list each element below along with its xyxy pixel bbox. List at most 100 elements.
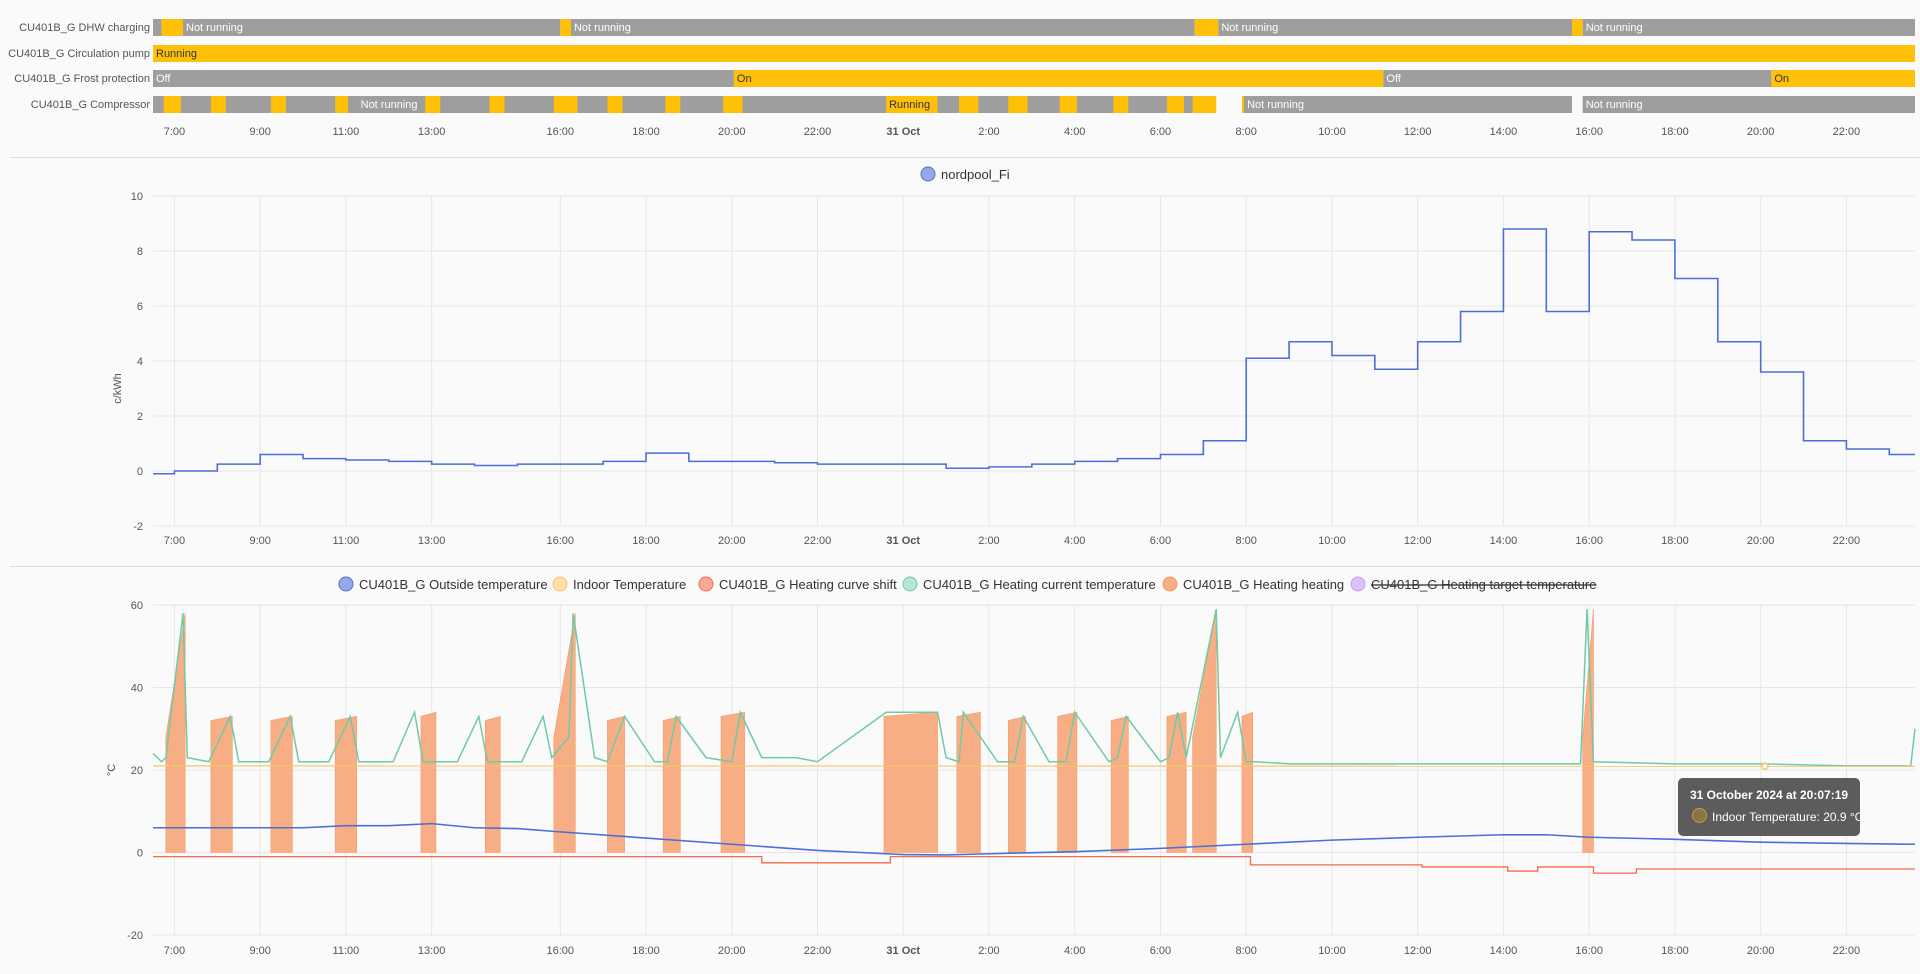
x-tick-label: 18:00: [1661, 945, 1689, 957]
timeline-segment-on[interactable]: [560, 19, 571, 36]
x-tick-label: 16:00: [1575, 945, 1603, 957]
price-chart-panel: nordpool_Fi -2 0 2 4 6 8 10 c/kWh 7:00 9:00 11:00 1…: [112, 166, 1915, 547]
chart-tooltip: 31 October 2024 at 20:07:19 Indoor Tempe…: [1678, 778, 1863, 836]
x-tick-label: 11:00: [333, 945, 360, 957]
x-tick-label: 9:00: [249, 535, 270, 547]
timeline-segment-on[interactable]: [958, 96, 979, 113]
x-tick-label: 22:00: [1833, 535, 1861, 547]
timeline-segment-on[interactable]: [1771, 70, 1915, 87]
legend-label-indoor: Indoor Temperature: [573, 577, 686, 592]
x-tick-label: 4:00: [1064, 945, 1085, 957]
x-tick-label: 4:00: [1064, 126, 1085, 138]
legend-label-outside: CU401B_G Outside temperature: [359, 577, 548, 592]
x-tick-label: 13:00: [418, 126, 446, 138]
heating-area: [553, 613, 576, 853]
timeline-segment-label: Not running: [1221, 22, 1278, 34]
panel-divider: [10, 157, 1920, 158]
timeline-segment-on[interactable]: [425, 96, 441, 113]
timeline-segment-off[interactable]: [1582, 96, 1915, 113]
timeline-segment-on[interactable]: [163, 96, 181, 113]
tooltip-series-name: Indoor Temperature: [1712, 810, 1817, 824]
legend-label-nordpool: nordpool_Fi: [941, 167, 1010, 182]
x-tick-label: 16:00: [547, 945, 575, 957]
x-tick-label: 16:00: [1575, 126, 1603, 138]
timeline-segment-on[interactable]: [665, 96, 681, 113]
timeline-segment-on[interactable]: [1059, 96, 1077, 113]
tooltip-title: 31 October 2024 at 20:07:19: [1689, 788, 1849, 802]
y-axis-label: °C: [106, 764, 118, 776]
x-tick-label: 16:00: [547, 535, 575, 547]
x-tick-label: 22:00: [1833, 126, 1861, 138]
tooltip-color-dot: [1692, 808, 1707, 823]
y-tick-label: 0: [137, 466, 143, 478]
x-tick-label: 22:00: [804, 945, 832, 957]
x-tick-label: 14:00: [1490, 945, 1518, 957]
x-tick-label: 22:00: [804, 126, 832, 138]
x-tick-label: 2:00: [978, 945, 999, 957]
timeline-segment-on[interactable]: [489, 96, 505, 113]
x-tick-label: 18:00: [632, 126, 660, 138]
timeline-segment-off[interactable]: [183, 19, 561, 36]
x-tick-label: 31 Oct: [886, 945, 920, 957]
timeline-segment-on[interactable]: [335, 96, 349, 113]
timeline-segment-off[interactable]: [1582, 19, 1915, 36]
timeline-segment-on[interactable]: [210, 96, 226, 113]
x-tick-label: 7:00: [164, 945, 185, 957]
timeline-segment-off[interactable]: [1244, 96, 1573, 113]
heating-area: [420, 711, 437, 853]
legend-swatch-outside[interactable]: [338, 576, 354, 592]
timeline-segment-on[interactable]: [1113, 96, 1129, 113]
y-tick-label: 10: [131, 191, 143, 203]
price-series-line: [153, 228, 1915, 475]
heating-current-temperature-line: [152, 608, 1916, 767]
legend-label-heating: CU401B_G Heating heating: [1183, 577, 1344, 592]
timeline-segment-label: Running: [889, 99, 930, 111]
timeline-segment-on[interactable]: [1192, 96, 1217, 113]
timeline-segment-on[interactable]: [153, 45, 1915, 62]
timeline-segment-on[interactable]: [1008, 96, 1028, 113]
x-tick-label: 14:00: [1490, 535, 1518, 547]
heating-area: [1057, 711, 1078, 853]
x-tick-label: 20:00: [1747, 126, 1775, 138]
timeline-segment-off[interactable]: [1218, 19, 1573, 36]
x-tick-label: 20:00: [718, 535, 746, 547]
timeline-segments[interactable]: Not running Not running Not running Not run…: [153, 19, 1915, 113]
legend-label-current: CU401B_G Heating current temperature: [923, 577, 1156, 592]
timeline-segment-label: Not running: [574, 22, 631, 34]
x-tick-label: 6:00: [1150, 945, 1171, 957]
legend-swatch-indoor[interactable]: [552, 576, 568, 592]
legend-swatch-target[interactable]: [1350, 576, 1366, 592]
temperature-plot: [152, 608, 1916, 874]
timeline-segment-on[interactable]: [723, 96, 743, 113]
y-tick-label: 6: [137, 301, 143, 313]
legend-swatch-current[interactable]: [902, 576, 918, 592]
timeline-segment-off[interactable]: [1383, 70, 1772, 87]
timeline-segment-off[interactable]: [153, 19, 162, 36]
x-tick-label: 7:00: [164, 535, 185, 547]
temperature-legend[interactable]: CU401B_G Outside temperature Indoor Tempe…: [338, 576, 1596, 592]
timeline-segment-on[interactable]: [1572, 19, 1583, 36]
legend-swatch-curve-shift[interactable]: [698, 576, 714, 592]
heating-area: [270, 716, 293, 853]
timeline-segment-on[interactable]: [1194, 19, 1219, 36]
timeline-segment-on[interactable]: [886, 96, 936, 113]
timeline-segment-on[interactable]: [161, 19, 184, 36]
timeline-row-label: CU401B_G Circulation pump: [8, 48, 150, 60]
y-tick-label: 40: [131, 683, 143, 695]
timeline-segment-off[interactable]: [570, 19, 1195, 36]
timeline-segment-on[interactable]: [270, 96, 286, 113]
legend-swatch-nordpool[interactable]: [920, 166, 936, 182]
timeline-segment-on[interactable]: [733, 70, 1384, 87]
x-tick-label: 10:00: [1318, 126, 1346, 138]
timeline-segment-off[interactable]: [153, 70, 734, 87]
timeline-segment-on[interactable]: [553, 96, 578, 113]
price-legend[interactable]: nordpool_Fi: [920, 166, 1010, 182]
legend-swatch-heating[interactable]: [1162, 576, 1178, 592]
price-plot: [153, 228, 1915, 475]
timeline-segment-on[interactable]: [1166, 96, 1185, 113]
x-tick-label: 8:00: [1236, 945, 1257, 957]
y-tick-label: 0: [137, 848, 143, 860]
timeline-segment-on[interactable]: [607, 96, 623, 113]
x-tick-label: 6:00: [1150, 535, 1171, 547]
temperature-grid: [153, 604, 1915, 936]
